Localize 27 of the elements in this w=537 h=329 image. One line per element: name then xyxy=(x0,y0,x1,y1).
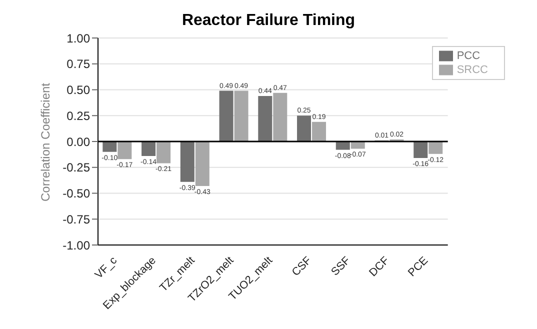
bar xyxy=(142,142,156,156)
bar xyxy=(297,116,312,142)
bar xyxy=(414,142,428,158)
y-tick-label: 0.50 xyxy=(66,83,90,98)
bar xyxy=(219,90,234,142)
y-tick-label: 1.00 xyxy=(66,31,90,46)
bar xyxy=(273,92,288,142)
y-tick-label: -0.25 xyxy=(62,160,90,175)
y-tick-label: 0.25 xyxy=(66,108,90,123)
bar xyxy=(156,142,171,164)
y-tick-label: -0.50 xyxy=(62,186,90,201)
y-tick-label: 0.75 xyxy=(66,57,90,72)
bar xyxy=(312,122,326,142)
bar xyxy=(428,142,443,154)
y-tick-label: -1.00 xyxy=(62,238,90,252)
y-axis-title: Correlation Coefficient xyxy=(38,82,52,202)
bar xyxy=(118,142,132,160)
legend-label: PCC xyxy=(456,50,480,62)
legend-label: SRCC xyxy=(456,64,488,76)
y-tick-label: -0.75 xyxy=(62,212,90,226)
bar xyxy=(195,142,210,186)
bar xyxy=(258,96,272,142)
y-tick-label: 0.00 xyxy=(66,134,90,149)
bar xyxy=(180,142,194,182)
bar xyxy=(234,90,248,142)
chart-title: Reactor Failure Timing xyxy=(182,12,356,29)
bar xyxy=(102,142,117,152)
